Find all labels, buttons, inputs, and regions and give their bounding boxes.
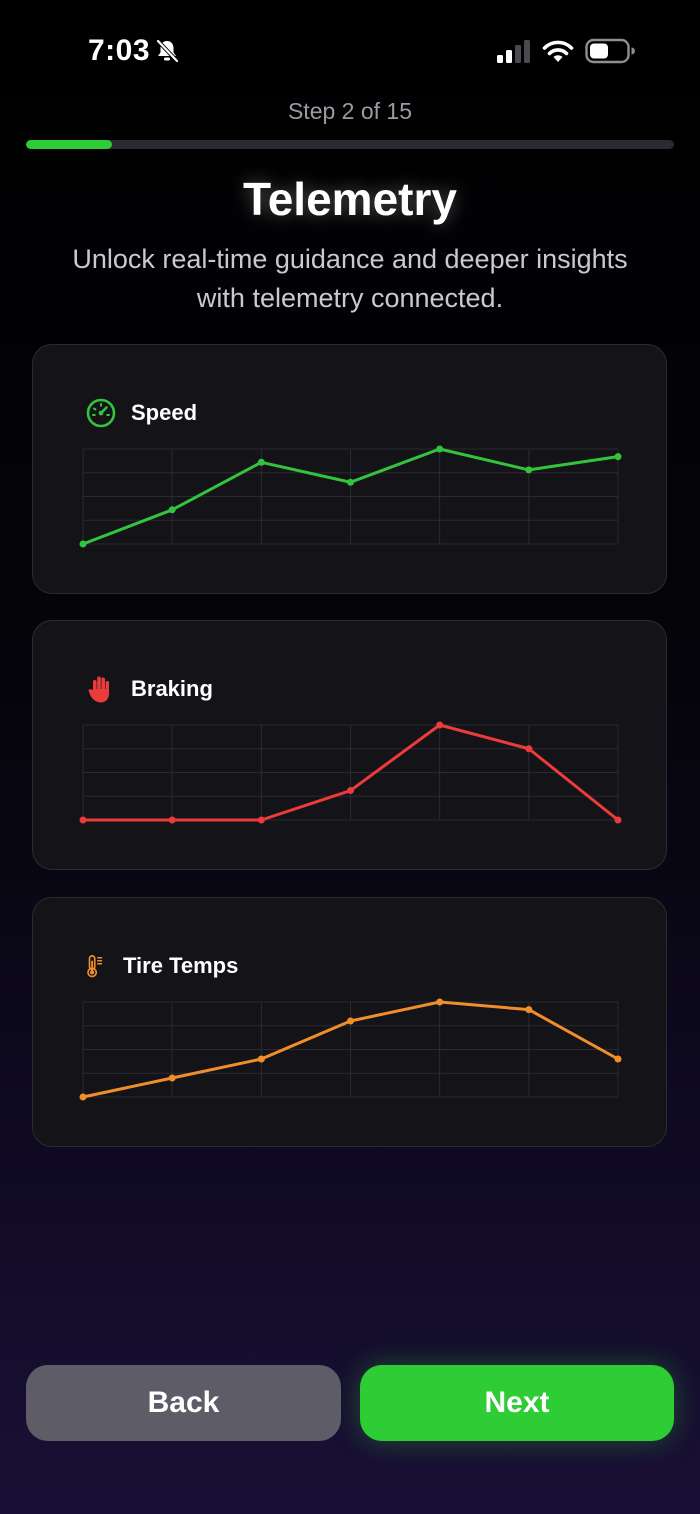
speed-card: Speed [32, 344, 667, 594]
card-label: Speed [131, 400, 198, 425]
back-button[interactable]: Back [26, 1365, 341, 1441]
tire-temps-chart [79, 998, 622, 1101]
data-point [614, 453, 622, 461]
next-button[interactable]: Next [360, 1365, 674, 1441]
data-point [347, 1017, 354, 1025]
chart-grid [82, 448, 619, 545]
data-point [168, 506, 176, 514]
braking-chart [79, 721, 622, 824]
bell-slash-icon [156, 39, 179, 63]
hand-icon [88, 676, 109, 703]
card-header: Braking [85, 673, 213, 705]
battery-icon [585, 38, 635, 64]
data-point [436, 998, 444, 1006]
data-point [614, 816, 622, 824]
data-point [347, 478, 354, 486]
page-subtitle: Unlock real-time guidance and deeper ins… [72, 244, 628, 313]
step-indicator: Step 2 of 15 [287, 98, 413, 124]
status-time: 7:03 [88, 34, 151, 67]
data-point [168, 816, 176, 824]
data-point [614, 1055, 622, 1063]
data-point [257, 816, 265, 824]
chart-grid [82, 1001, 619, 1098]
status-bar: 7:03 [0, 0, 700, 100]
wifi-icon [542, 40, 574, 62]
progress-fill [26, 140, 113, 149]
card-header: Tire Temps [85, 950, 238, 982]
data-point [525, 745, 533, 753]
data-point [79, 540, 87, 548]
speed-chart [79, 445, 622, 548]
page-title: Telemetry [243, 173, 457, 225]
data-point [436, 445, 444, 453]
card-label: Tire Temps [123, 953, 239, 978]
data-point [525, 1006, 533, 1014]
speedometer-icon [86, 398, 116, 428]
data-point [168, 1074, 176, 1082]
data-point [525, 466, 533, 474]
card-header: Speed [85, 397, 197, 429]
data-point [347, 787, 354, 795]
data-point [79, 816, 87, 824]
braking-card: Braking [32, 620, 667, 870]
tire-temps-card: Tire Temps [32, 897, 667, 1147]
data-point [79, 1093, 87, 1101]
thermometer-icon [87, 955, 103, 978]
cellular-signal-icon [497, 40, 530, 63]
data-point [257, 458, 265, 466]
card-label: Braking [131, 676, 213, 701]
data-point [257, 1055, 265, 1063]
progress-bar [26, 140, 674, 149]
data-point [436, 721, 444, 729]
chart-grid [82, 724, 619, 821]
